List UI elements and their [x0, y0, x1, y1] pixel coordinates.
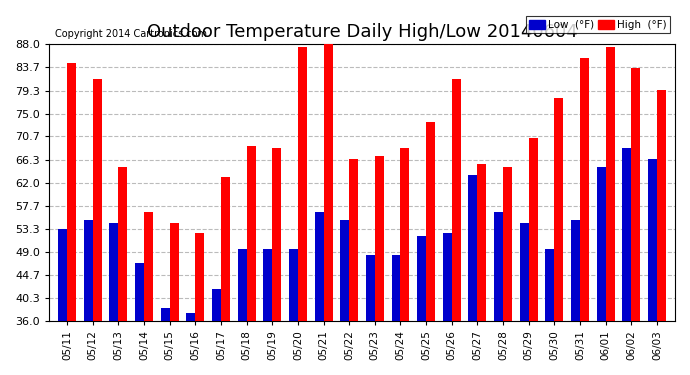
Bar	[503, 167, 512, 375]
Bar	[237, 249, 246, 375]
Legend: Low  (°F), High  (°F): Low (°F), High (°F)	[526, 16, 670, 33]
Bar	[170, 223, 179, 375]
Bar	[469, 175, 477, 375]
Bar	[135, 262, 144, 375]
Bar	[443, 233, 452, 375]
Bar	[273, 148, 282, 375]
Bar	[83, 220, 92, 375]
Bar	[417, 236, 426, 375]
Bar	[520, 223, 529, 375]
Bar	[555, 98, 564, 375]
Bar	[221, 177, 230, 375]
Bar	[92, 79, 101, 375]
Bar	[366, 255, 375, 375]
Bar	[289, 249, 298, 375]
Bar	[494, 212, 503, 375]
Bar	[400, 148, 409, 375]
Title: Outdoor Temperature Daily High/Low 20140604: Outdoor Temperature Daily High/Low 20140…	[147, 24, 578, 42]
Bar	[315, 212, 324, 375]
Bar	[477, 164, 486, 375]
Bar	[657, 90, 666, 375]
Bar	[631, 68, 640, 375]
Bar	[186, 313, 195, 375]
Bar	[597, 167, 606, 375]
Bar	[144, 212, 153, 375]
Bar	[118, 167, 127, 375]
Bar	[545, 249, 555, 375]
Bar	[622, 148, 631, 375]
Bar	[648, 159, 657, 375]
Bar	[571, 220, 580, 375]
Bar	[212, 289, 221, 375]
Bar	[391, 255, 400, 375]
Bar	[67, 63, 76, 375]
Text: Copyright 2014 Cartronics.com: Copyright 2014 Cartronics.com	[55, 29, 207, 39]
Bar	[109, 223, 118, 375]
Bar	[264, 249, 273, 375]
Bar	[606, 47, 615, 375]
Bar	[298, 47, 307, 375]
Bar	[324, 45, 333, 375]
Bar	[349, 159, 358, 375]
Bar	[529, 138, 538, 375]
Bar	[246, 146, 255, 375]
Bar	[452, 79, 461, 375]
Bar	[426, 122, 435, 375]
Bar	[375, 156, 384, 375]
Bar	[161, 308, 170, 375]
Bar	[580, 58, 589, 375]
Bar	[195, 233, 204, 375]
Bar	[340, 220, 349, 375]
Bar	[58, 229, 67, 375]
